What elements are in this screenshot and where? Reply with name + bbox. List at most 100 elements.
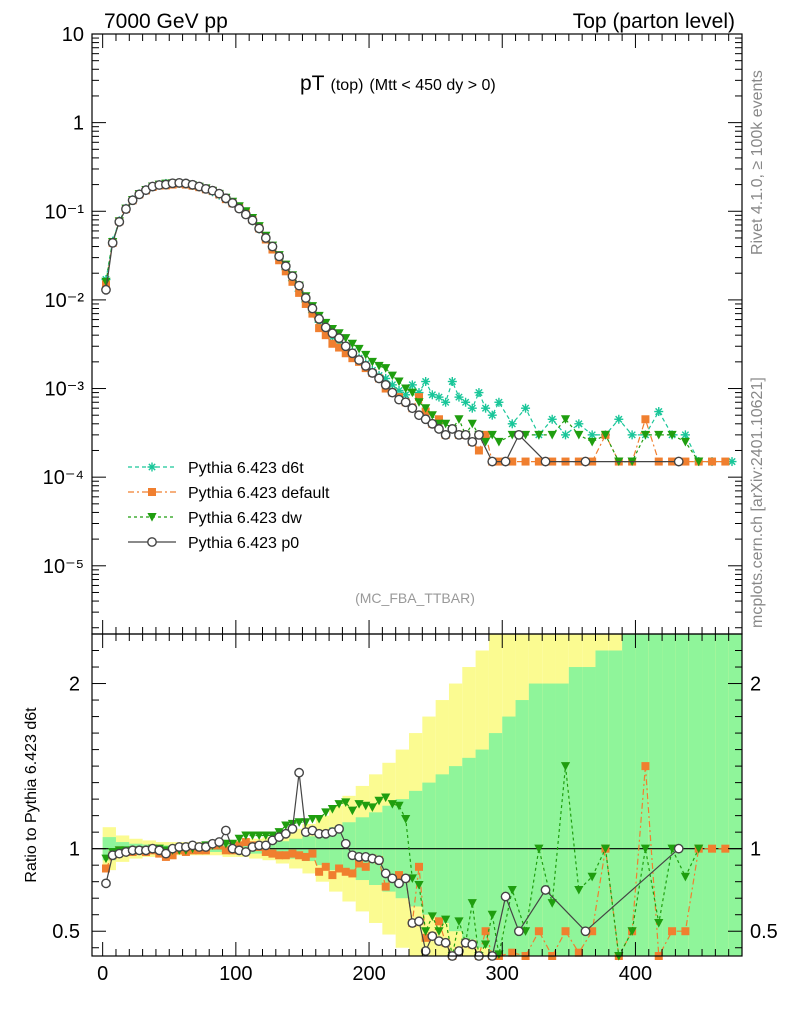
main-point-d6t xyxy=(434,392,444,402)
main-ytick-label: 10⁻³ xyxy=(45,379,85,401)
main-point-dw xyxy=(394,377,404,387)
main-point-dw xyxy=(354,344,364,354)
main-point-dw xyxy=(494,437,504,447)
main-point-default xyxy=(335,343,344,352)
ratio-point-dw xyxy=(367,803,377,812)
ratio-point-default xyxy=(341,867,350,876)
ratio-point-dw xyxy=(301,818,311,827)
main-point-p0 xyxy=(327,328,338,339)
main-point-default xyxy=(481,430,490,439)
main-ytick-label: 1 xyxy=(73,113,84,135)
legend: Pythia 6.423 d6t Pythia 6.423 default Pyth… xyxy=(128,460,330,552)
ratio-point-default xyxy=(308,849,317,858)
main-point-d6t xyxy=(487,410,497,420)
ratio-point-default xyxy=(335,864,344,873)
main-point-d6t xyxy=(427,390,437,400)
ratio-point-dw xyxy=(341,798,351,808)
ratio-point-default xyxy=(534,927,543,936)
ratio-point-p0 xyxy=(427,931,438,942)
main-point-dw xyxy=(374,361,384,371)
main-point-dw xyxy=(367,357,377,367)
ratio-point-default xyxy=(708,844,717,853)
main-point-p0 xyxy=(314,314,325,324)
ratio-point-p0 xyxy=(467,939,478,950)
main-point-default xyxy=(281,267,290,276)
ratio-point-default xyxy=(561,927,570,936)
ratio-point-p0 xyxy=(500,891,511,902)
main-point-d6t xyxy=(507,419,517,429)
main-point-p0 xyxy=(380,379,391,390)
main-point-p0 xyxy=(673,456,684,467)
ratio-point-p0 xyxy=(294,767,305,778)
main-point-d6t xyxy=(521,403,531,413)
band-green-bin xyxy=(608,650,623,956)
ratio-point-p0 xyxy=(387,873,398,884)
main-point-dw xyxy=(600,430,611,440)
main-point-p0 xyxy=(254,223,265,234)
main-line-p0 xyxy=(105,182,679,463)
main-ytick-label: 10⁻² xyxy=(45,290,85,312)
main-point-p0 xyxy=(294,280,305,291)
ratio-point-dw xyxy=(247,831,258,841)
ratio-point-dw xyxy=(547,899,557,908)
main-point-d6t xyxy=(627,430,637,440)
main-point-d6t xyxy=(461,397,471,407)
ratio-point-p0 xyxy=(400,873,411,884)
header-right: Top (parton level) xyxy=(573,10,735,33)
ratio-point-p0 xyxy=(280,828,291,839)
band-green-bin xyxy=(728,634,742,956)
ratio-point-dw xyxy=(314,814,324,824)
ratio-point-default xyxy=(641,762,650,771)
main-point-d6t xyxy=(574,419,584,429)
main-point-dw xyxy=(414,398,424,407)
ratio-point-dw xyxy=(467,899,477,908)
main-point-p0 xyxy=(107,237,118,248)
main-point-default xyxy=(534,457,543,466)
main-point-p0 xyxy=(367,368,378,378)
ratio-point-default xyxy=(381,882,390,891)
main-point-default xyxy=(708,457,717,466)
main-line-default xyxy=(105,182,726,463)
main-point-d6t xyxy=(421,377,431,387)
main-point-default xyxy=(315,324,324,333)
ratio-point-default xyxy=(275,851,284,860)
ratio-point-dw xyxy=(640,844,651,854)
band-green-bin xyxy=(675,634,689,956)
ratio-point-default xyxy=(315,867,324,876)
ratio-point-default xyxy=(101,864,110,873)
main-point-p0 xyxy=(580,456,591,467)
main-point-d6t xyxy=(441,397,451,407)
legend-label-default: Pythia 6.423 default xyxy=(188,485,330,502)
legend-marker-d6t xyxy=(147,462,157,472)
ratio-point-p0 xyxy=(240,847,251,857)
ratio-point-dw xyxy=(387,800,397,809)
ratio-point-p0 xyxy=(374,855,384,866)
band-green-bin xyxy=(542,683,556,956)
band-green-bin xyxy=(648,634,663,956)
ratio-point-default xyxy=(261,847,270,856)
main-point-p0 xyxy=(474,429,484,440)
main-point-dw xyxy=(361,350,371,360)
ratio-point-p0 xyxy=(513,926,524,937)
main-point-d6t xyxy=(481,403,491,413)
band-green-bin xyxy=(515,700,529,956)
ratio-point-default xyxy=(301,852,310,861)
ratio-ytick-label-right: 1 xyxy=(750,839,761,861)
main-point-dw xyxy=(101,277,111,287)
ratio-point-default xyxy=(574,948,583,957)
xtick-label: 200 xyxy=(352,963,385,985)
ratio-point-dw xyxy=(600,844,611,854)
ratio-point-dw xyxy=(434,927,444,936)
main-point-p0 xyxy=(440,429,451,440)
ratio-point-p0 xyxy=(454,946,464,956)
band-green-bin xyxy=(622,634,636,956)
ratio-ytick-label-right: 2 xyxy=(750,674,761,696)
main-point-p0 xyxy=(354,355,364,365)
plot-title-main: pT xyxy=(300,72,325,95)
main-point-d6t xyxy=(587,430,597,440)
main-point-dw xyxy=(421,404,431,413)
main-point-p0 xyxy=(121,204,131,214)
ratio-point-dw xyxy=(394,801,404,811)
ratio-point-default xyxy=(721,844,730,853)
